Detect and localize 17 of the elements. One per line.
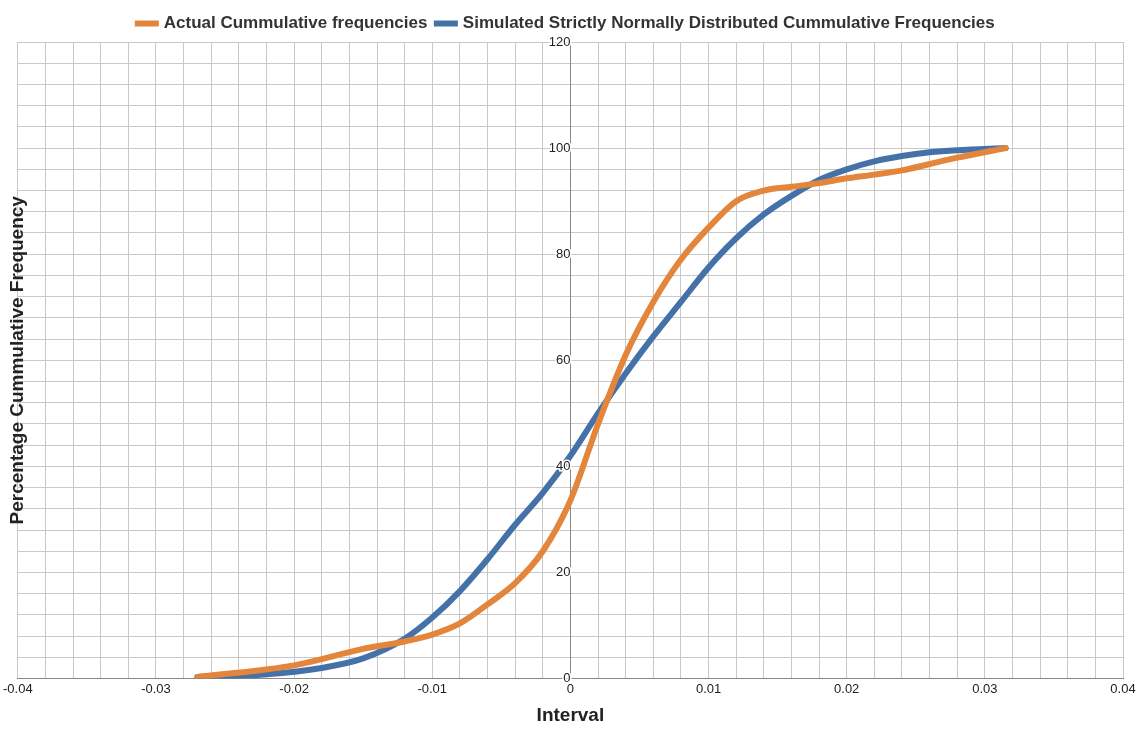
- legend-label: Simulated Strictly Normally Distributed Cummulative Frequencies: [462, 13, 995, 33]
- x-tick-label: -0.03: [141, 680, 171, 696]
- x-tick-label: 0.01: [695, 680, 722, 696]
- x-tick-label: -0.04: [3, 680, 33, 696]
- x-tick-label: 0.03: [972, 680, 998, 696]
- x-tick-label: -0.02: [279, 680, 309, 696]
- x-tick-label: 0.02: [834, 680, 860, 696]
- x-axis-title: Interval: [536, 703, 605, 725]
- y-tick-label: 80: [555, 245, 571, 261]
- y-tick-label: 20: [555, 564, 571, 580]
- y-tick-label: 60: [555, 351, 571, 367]
- y-tick-label: 100: [548, 139, 571, 155]
- y-tick-label: 120: [548, 33, 571, 49]
- legend-label: Actual Cummulative frequencies: [163, 13, 428, 33]
- x-tick-label: 0.04: [1110, 680, 1136, 696]
- x-tick-label: -0.01: [417, 680, 448, 696]
- y-axis-title: Percentage Cummulative Frequency: [6, 195, 28, 525]
